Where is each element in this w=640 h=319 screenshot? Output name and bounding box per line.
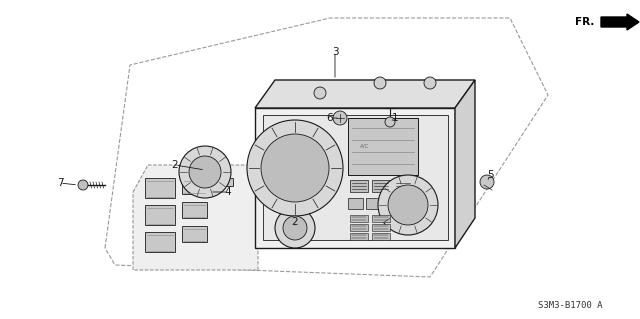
Polygon shape — [263, 115, 448, 240]
Text: 2: 2 — [292, 217, 298, 227]
Circle shape — [480, 175, 494, 189]
Polygon shape — [350, 215, 368, 222]
Circle shape — [378, 175, 438, 235]
Polygon shape — [348, 118, 418, 175]
Polygon shape — [350, 224, 368, 231]
Circle shape — [388, 185, 428, 225]
Polygon shape — [455, 80, 475, 248]
Circle shape — [424, 77, 436, 89]
Polygon shape — [384, 198, 399, 209]
Text: 6: 6 — [326, 113, 333, 123]
Text: 4: 4 — [225, 187, 231, 197]
Circle shape — [374, 77, 386, 89]
Polygon shape — [182, 202, 207, 218]
Polygon shape — [145, 178, 175, 198]
Text: 3: 3 — [332, 47, 339, 57]
Circle shape — [333, 111, 347, 125]
Circle shape — [275, 208, 315, 248]
Polygon shape — [350, 180, 368, 192]
Polygon shape — [182, 178, 207, 194]
Polygon shape — [394, 180, 412, 192]
Text: 1: 1 — [392, 113, 398, 123]
Polygon shape — [348, 198, 363, 209]
Circle shape — [179, 146, 231, 198]
Circle shape — [189, 156, 221, 188]
Polygon shape — [366, 198, 381, 209]
Circle shape — [261, 134, 329, 202]
Circle shape — [314, 87, 326, 99]
Polygon shape — [133, 165, 258, 270]
Polygon shape — [372, 215, 390, 222]
Polygon shape — [182, 226, 207, 242]
Text: S3M3-B1700 A: S3M3-B1700 A — [538, 300, 602, 309]
Polygon shape — [372, 233, 390, 240]
FancyArrow shape — [601, 14, 639, 30]
Polygon shape — [215, 178, 233, 186]
Polygon shape — [255, 108, 455, 248]
Circle shape — [247, 120, 343, 216]
Text: FR.: FR. — [575, 17, 594, 27]
Circle shape — [283, 216, 307, 240]
Polygon shape — [145, 205, 175, 225]
Polygon shape — [372, 180, 390, 192]
Polygon shape — [145, 232, 175, 252]
Text: 2: 2 — [172, 160, 179, 170]
Polygon shape — [350, 233, 368, 240]
Text: 5: 5 — [486, 170, 493, 180]
Text: A/C: A/C — [360, 144, 369, 149]
Polygon shape — [255, 80, 475, 108]
Polygon shape — [372, 224, 390, 231]
Circle shape — [78, 180, 88, 190]
Polygon shape — [402, 198, 417, 209]
Text: 7: 7 — [57, 178, 63, 188]
Circle shape — [385, 117, 395, 127]
